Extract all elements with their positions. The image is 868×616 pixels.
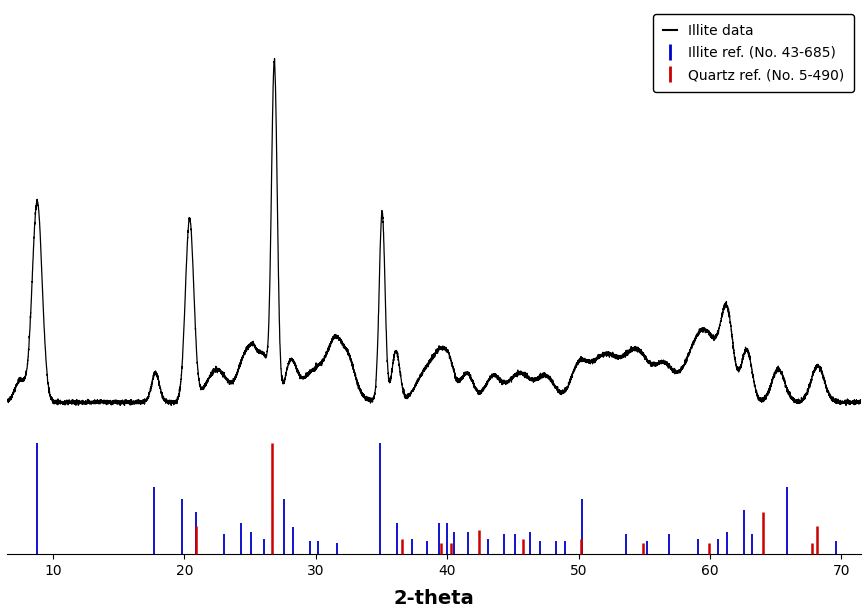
Legend: Illite data, Illite ref. (No. 43-685), Quartz ref. (No. 5-490): Illite data, Illite ref. (No. 43-685), Q… [654,14,854,92]
X-axis label: 2-theta: 2-theta [393,589,475,608]
